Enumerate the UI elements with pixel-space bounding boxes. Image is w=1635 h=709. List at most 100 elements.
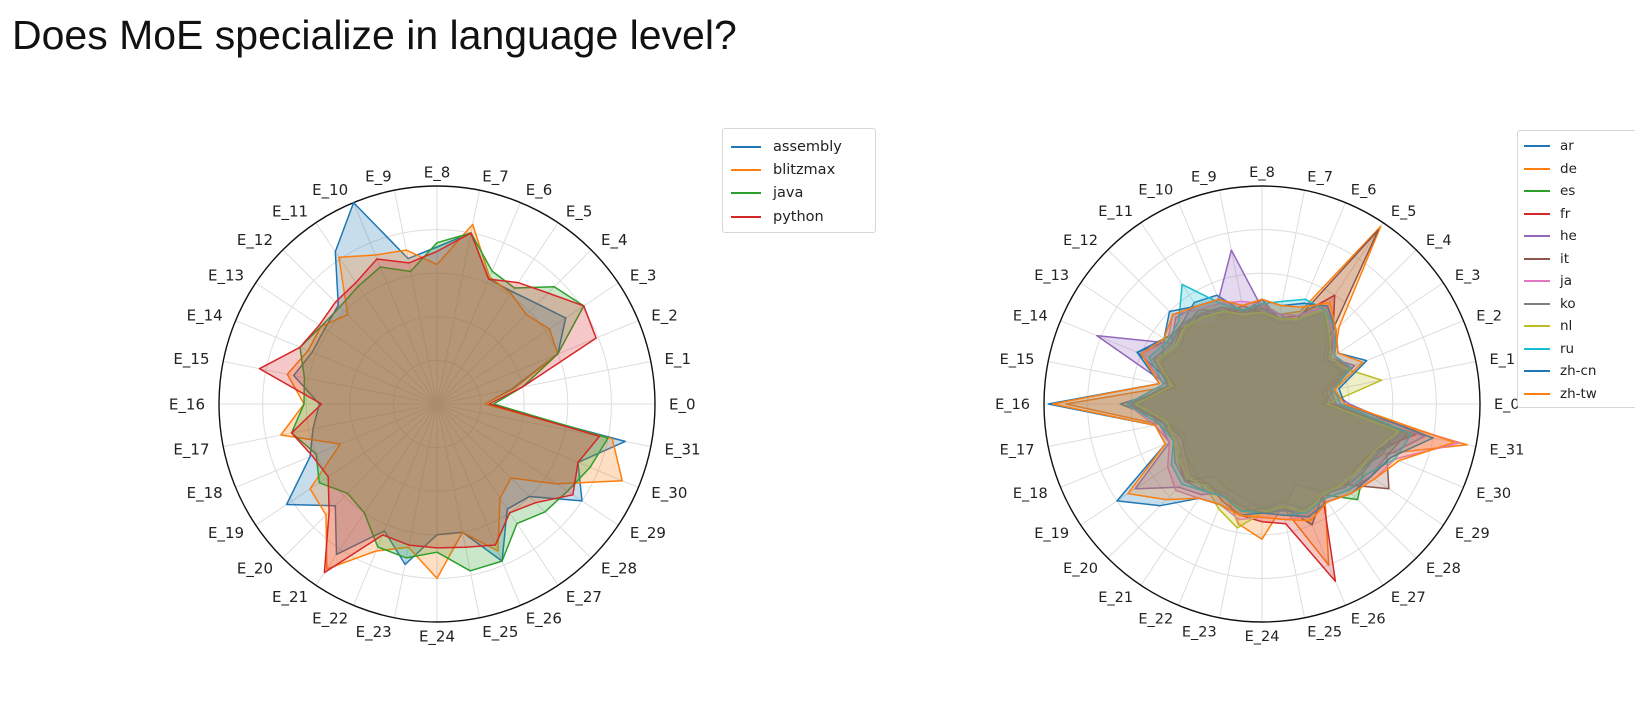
axis-label: E_16 xyxy=(995,397,1030,413)
series-blitzmax xyxy=(280,223,624,580)
axis-label: E_11 xyxy=(272,202,308,221)
grid-spoke xyxy=(1261,403,1476,448)
grid-spoke xyxy=(393,403,438,618)
axis-label: E_0 xyxy=(669,395,696,414)
legend-label: ar xyxy=(1560,138,1574,155)
grid-spoke xyxy=(436,222,559,405)
grid-spoke xyxy=(235,320,438,405)
axis-label: E_12 xyxy=(1063,233,1098,249)
series-ko xyxy=(1130,306,1404,514)
legend-swatch xyxy=(1524,212,1550,215)
grid-spoke xyxy=(353,403,438,606)
axis-label: E_20 xyxy=(237,559,273,578)
axis-label: E_19 xyxy=(1034,526,1069,542)
legend-swatch xyxy=(1524,325,1550,328)
axis-label: E_18 xyxy=(1013,486,1048,502)
legend-item-blitzmax: blitzmax xyxy=(731,158,867,181)
grid-spoke xyxy=(393,190,438,405)
grid-spoke xyxy=(1140,403,1263,586)
legend-label: it xyxy=(1560,250,1570,267)
axis-label: E_31 xyxy=(1490,442,1525,458)
grid-circle xyxy=(1130,272,1394,536)
axis-label: E_2 xyxy=(651,307,678,326)
axis-label: E_21 xyxy=(272,588,308,607)
grid-spoke xyxy=(1178,403,1263,606)
legend-swatch xyxy=(1524,370,1550,373)
axis-label: E_9 xyxy=(1191,170,1217,186)
axis-label: E_27 xyxy=(566,588,602,607)
grid-spoke xyxy=(1048,403,1263,448)
axis-label: E_4 xyxy=(1426,233,1452,249)
axis-label: E_15 xyxy=(173,350,209,369)
legend-label: fr xyxy=(1560,205,1571,222)
legend-swatch xyxy=(1524,280,1550,283)
axis-label: E_18 xyxy=(187,484,223,503)
legend-item-java: java xyxy=(731,182,867,205)
axis-label: E_5 xyxy=(566,202,593,221)
grid-spoke xyxy=(1261,249,1417,405)
legend-item-he: he xyxy=(1524,225,1634,248)
grid-circle xyxy=(262,229,612,579)
grid-spoke xyxy=(1107,403,1263,559)
axis-label: E_25 xyxy=(1307,625,1342,641)
axis-label: E_8 xyxy=(1249,165,1275,181)
legend-swatch xyxy=(1524,302,1550,305)
grid-spoke xyxy=(315,403,438,586)
legend-swatch xyxy=(731,145,761,148)
axis-label: E_4 xyxy=(601,231,628,250)
grid-spoke xyxy=(1261,202,1346,405)
grid-spoke xyxy=(436,403,521,606)
series-nl xyxy=(1134,308,1400,529)
grid-spoke xyxy=(436,403,481,618)
grid-spoke xyxy=(255,282,438,405)
grid-spoke xyxy=(1261,403,1444,526)
series-zh-cn xyxy=(1047,298,1434,518)
grid-spoke xyxy=(1080,282,1263,405)
axis-label: E_7 xyxy=(1307,170,1333,186)
axis-label: E_26 xyxy=(526,610,562,629)
axis-label: E_28 xyxy=(1426,561,1461,577)
legend-item-ja: ja xyxy=(1524,270,1634,293)
grid-spoke xyxy=(1178,202,1263,405)
axis-label: E_17 xyxy=(173,441,209,460)
grid-circle xyxy=(349,316,525,492)
grid-spoke xyxy=(1261,403,1464,488)
axis-label: E_6 xyxy=(1351,183,1377,199)
axis-label: E_14 xyxy=(187,307,223,326)
legend-label: assembly xyxy=(773,138,842,155)
axis-label: E_16 xyxy=(169,395,205,414)
axis-label: E_8 xyxy=(424,163,451,182)
grid-circle xyxy=(1217,359,1307,449)
axis-label: E_24 xyxy=(1245,629,1280,645)
grid-spoke xyxy=(1261,282,1444,405)
series-assembly xyxy=(285,201,626,566)
grid-spoke xyxy=(1218,403,1263,618)
legend-item-ko: ko xyxy=(1524,293,1634,316)
axis-label: E_7 xyxy=(482,168,509,187)
grid-spoke xyxy=(1060,320,1263,405)
legend-label: python xyxy=(773,208,824,225)
grid-spoke xyxy=(436,320,639,405)
radar-frame xyxy=(218,185,656,623)
legend-item-nl: nl xyxy=(1524,315,1634,338)
axis-label: E_6 xyxy=(526,181,553,200)
grid-spoke xyxy=(1261,222,1384,405)
axis-label: E_27 xyxy=(1391,590,1426,606)
grid-spoke xyxy=(353,202,438,405)
grid-circle xyxy=(1087,229,1437,579)
grid-spoke xyxy=(235,403,438,488)
grid-spoke xyxy=(436,249,592,405)
legend-swatch xyxy=(1524,392,1550,395)
grid-spoke xyxy=(282,403,438,559)
grid-spoke xyxy=(1261,190,1306,405)
axis-label: E_11 xyxy=(1098,204,1133,220)
legend-item-ar: ar xyxy=(1524,135,1634,158)
axis-label: E_28 xyxy=(601,559,637,578)
grid-spoke xyxy=(436,282,619,405)
axis-label: E_3 xyxy=(630,266,657,285)
legend-label: ko xyxy=(1560,295,1576,312)
axis-label: E_13 xyxy=(1034,268,1069,284)
legend-item-de: de xyxy=(1524,158,1634,181)
legend-label: zh-tw xyxy=(1560,385,1597,402)
grid-spoke xyxy=(1060,403,1263,488)
